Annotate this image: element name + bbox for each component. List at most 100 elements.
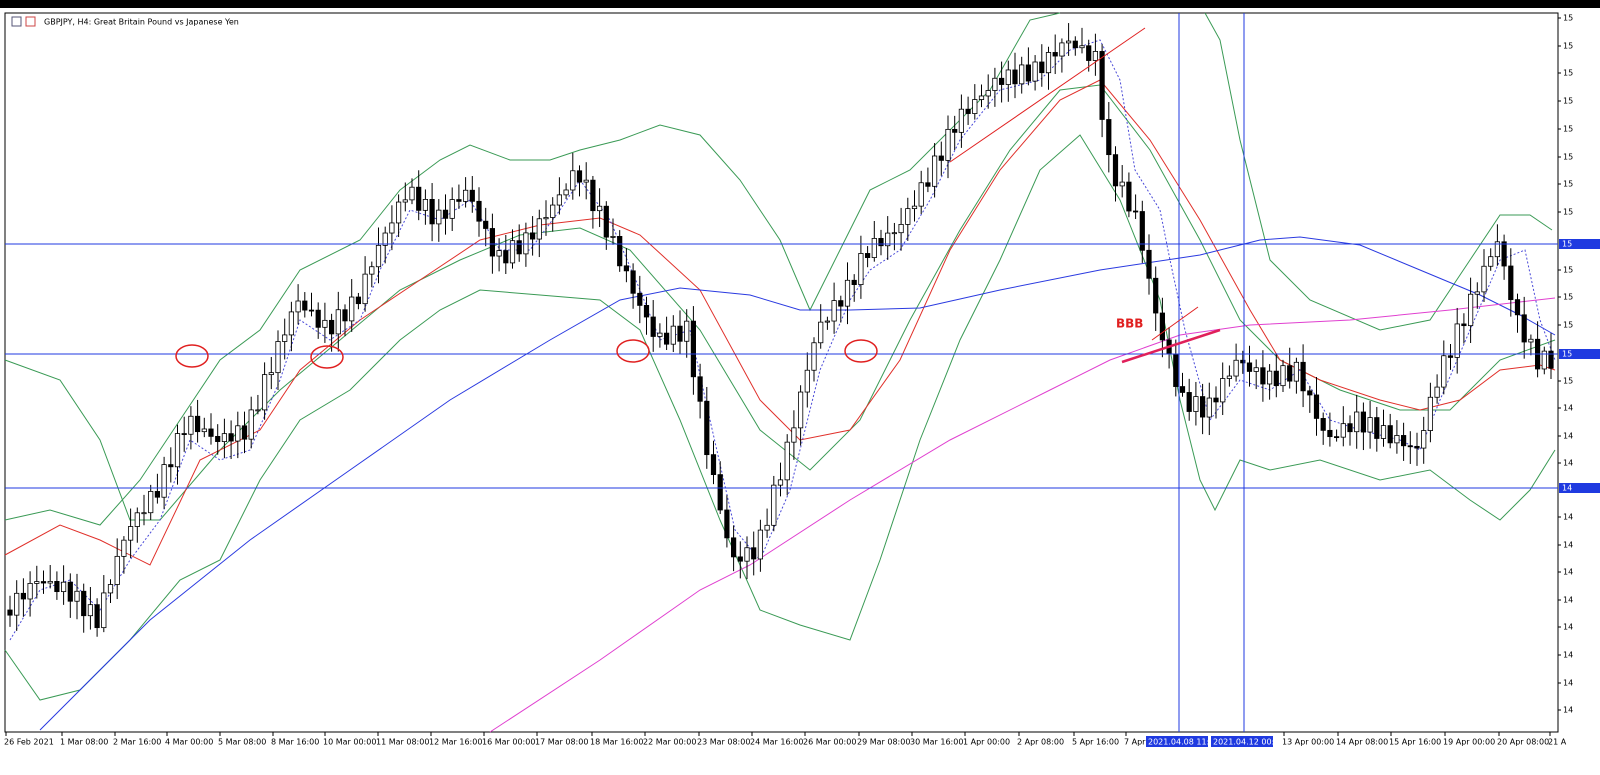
candle-body — [1133, 210, 1139, 213]
candle-body — [349, 296, 355, 322]
candle-body — [14, 592, 20, 616]
candle-body — [630, 270, 636, 294]
candle-body — [978, 95, 985, 100]
x-axis-label: 12 Mar 16:00 — [429, 738, 482, 747]
x-axis-label: 11 Mar 08:00 — [376, 738, 429, 747]
candle-body — [489, 228, 496, 257]
candle-body — [570, 170, 576, 191]
price-axis-marker-label: 15 — [1562, 350, 1572, 359]
indicators — [4, 12, 1556, 733]
candle-body — [20, 592, 27, 600]
candle-body — [1334, 436, 1340, 439]
bollinger-upper — [1204, 12, 1553, 331]
candle-body — [1246, 362, 1253, 372]
circle-marker[interactable] — [310, 345, 344, 369]
candle-body — [308, 309, 315, 312]
x-axis-label: 15 Apr 16:00 — [1389, 738, 1441, 747]
x-axis-label: 14 Apr 08:00 — [1336, 738, 1388, 747]
circle-marker[interactable] — [616, 339, 650, 363]
candle-body — [610, 236, 616, 238]
candle-body — [717, 474, 723, 511]
candle-body — [523, 232, 529, 255]
candle-body — [449, 199, 455, 219]
candle-body — [221, 433, 227, 442]
candle-body — [1146, 249, 1152, 279]
candle-body — [811, 342, 817, 371]
candle-body — [442, 209, 449, 219]
candle-body — [757, 529, 764, 560]
candle-body — [322, 319, 328, 328]
candle-body — [650, 316, 656, 337]
candle-body — [1307, 390, 1313, 396]
candle-body — [637, 292, 643, 306]
window-icon[interactable] — [11, 16, 22, 27]
candle-body — [878, 238, 884, 247]
candle-body — [1119, 181, 1125, 187]
candle-body — [771, 484, 777, 526]
candle-body — [670, 325, 676, 345]
candle-body — [871, 238, 877, 258]
candle-body — [543, 217, 549, 220]
candle-body — [87, 604, 93, 617]
candle-body — [1112, 154, 1119, 187]
candle-body — [1508, 265, 1514, 301]
candle-body — [744, 547, 750, 562]
candle-body — [47, 580, 53, 584]
candle-body — [194, 415, 201, 433]
candle-body — [429, 199, 435, 225]
candle-body — [168, 464, 174, 468]
candle-body — [375, 244, 382, 268]
candle-body — [1441, 355, 1447, 388]
candle-body — [590, 179, 596, 212]
candle-body — [838, 300, 844, 307]
x-axis-label: 1 Apr 00:00 — [963, 738, 1010, 747]
candle-body — [1032, 61, 1038, 82]
candle-body — [362, 273, 368, 305]
trend-line[interactable] — [1151, 306, 1199, 341]
candle-body — [107, 584, 114, 594]
price-axis-label: 14 — [1563, 541, 1573, 550]
candle-body — [657, 332, 663, 337]
candle-body — [1287, 365, 1293, 382]
price-axis-label: 15 — [1563, 125, 1573, 134]
price-axis-label: 14 — [1563, 623, 1573, 632]
candle-body — [724, 509, 730, 539]
candle-body — [918, 182, 924, 207]
price-axis-label: 14 — [1563, 432, 1573, 441]
candle-body — [1139, 211, 1145, 251]
candle-body — [932, 155, 938, 187]
candle-body — [121, 539, 127, 557]
x-axis-label: 8 Mar 16:00 — [271, 738, 319, 747]
x-axis-label: 1 Mar 08:00 — [60, 738, 108, 747]
candle-body — [101, 592, 107, 629]
circle-marker[interactable] — [844, 339, 878, 363]
candle-body — [1039, 61, 1045, 74]
trend-line[interactable] — [1121, 328, 1221, 364]
candle-body — [737, 556, 743, 562]
x-axis-label: 22 Mar 00:00 — [643, 738, 696, 747]
candle-body — [938, 155, 944, 161]
window-icon[interactable] — [25, 16, 36, 27]
candle-body — [1427, 396, 1433, 431]
top-bar — [0, 0, 1600, 8]
x-axis-label: 19 Apr 00:00 — [1443, 738, 1495, 747]
candle-body — [1541, 350, 1547, 370]
candle-body — [818, 321, 824, 344]
candle-body — [851, 279, 857, 285]
candle-body — [395, 201, 402, 224]
candle-body — [1354, 411, 1360, 433]
candle-body — [1514, 299, 1521, 316]
candle-body — [898, 224, 904, 234]
candle-body — [1414, 445, 1420, 449]
candle-body — [74, 590, 80, 602]
candle-body — [154, 491, 160, 498]
price-axis-marker — [1559, 349, 1600, 359]
annotation-label: BBB — [1116, 317, 1143, 331]
trend-line[interactable] — [949, 27, 1146, 163]
candle-body — [34, 581, 40, 584]
candle-body — [1099, 51, 1105, 120]
candle-body — [925, 182, 931, 187]
circle-marker[interactable] — [175, 344, 209, 368]
candle-body — [201, 428, 207, 433]
price-axis-label: 14 — [1563, 596, 1573, 605]
